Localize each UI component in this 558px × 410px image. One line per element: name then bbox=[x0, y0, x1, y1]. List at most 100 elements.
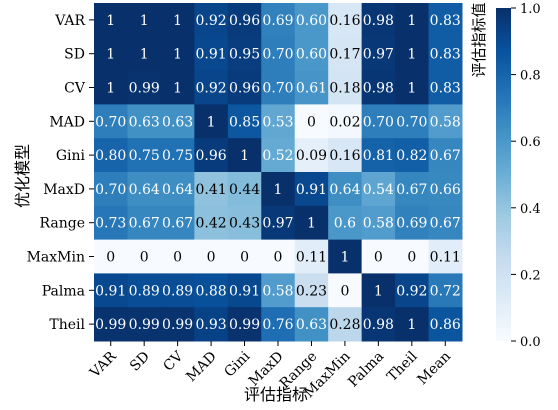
heatmap-cell bbox=[127, 70, 162, 105]
heatmap-cell bbox=[127, 172, 162, 207]
heatmap-cell bbox=[294, 36, 329, 72]
heatmap-cell bbox=[160, 36, 195, 72]
cell-value-label: 0.92 bbox=[396, 283, 427, 299]
y-tick-label: MaxD bbox=[43, 182, 85, 198]
cell-value-label: 0.11 bbox=[296, 250, 327, 266]
cell-value-label: 0.42 bbox=[196, 216, 227, 232]
cell-value-label: 0.44 bbox=[229, 182, 260, 198]
heatmap-cell bbox=[428, 3, 463, 38]
heatmap-cell bbox=[227, 307, 262, 342]
cell-value-label: 1 bbox=[240, 148, 249, 164]
cell-value-label: 0.82 bbox=[396, 148, 427, 164]
cell-value-label: 1 bbox=[173, 81, 182, 97]
heatmap-cell bbox=[261, 239, 296, 274]
heatmap-cell bbox=[127, 205, 162, 241]
y-tick-label: Theil bbox=[49, 317, 85, 333]
heatmap-cell bbox=[160, 172, 195, 207]
y-tick-label: Range bbox=[40, 216, 85, 232]
heatmap-cell bbox=[127, 239, 162, 274]
heatmap-cell bbox=[127, 273, 162, 308]
heatmap-cell bbox=[395, 104, 430, 139]
heatmap-cell bbox=[294, 3, 329, 38]
cell-value-label: 0.83 bbox=[430, 47, 461, 63]
heatmap-cell bbox=[160, 239, 195, 274]
heatmap-cell bbox=[294, 172, 329, 207]
heatmap-cell-labels: 1 1 1 0.92 0.96 0.69 0.60 0.16 0.98 1 0.831 1 1 0.91 0… bbox=[95, 13, 461, 333]
heatmap-cell bbox=[428, 172, 463, 207]
cell-value-label: 1 bbox=[106, 81, 115, 97]
cell-value-label: 0.16 bbox=[329, 13, 360, 29]
heatmap-cell bbox=[261, 104, 296, 139]
cell-value-label: 0.91 bbox=[95, 283, 126, 299]
cell-value-label: 0.67 bbox=[129, 216, 160, 232]
heatmap-cell bbox=[361, 138, 396, 173]
heatmap-cell bbox=[395, 273, 430, 308]
heatmap-cell bbox=[328, 205, 363, 241]
heatmap-cell bbox=[328, 138, 363, 173]
cell-value-label: 0.17 bbox=[329, 47, 360, 63]
colorbar-tick-label: 0.8 bbox=[520, 69, 541, 84]
colorbar-tick-label: 0.4 bbox=[520, 202, 541, 217]
colorbar-ticks: 0.0 0.2 0.4 0.6 0.8 1.0 bbox=[511, 2, 541, 350]
heatmap-cell bbox=[160, 273, 195, 308]
heatmap-cell bbox=[294, 307, 329, 342]
colorbar-label: 评估指标值 bbox=[470, 2, 488, 77]
heatmap-cell bbox=[361, 172, 396, 207]
heatmap-cell bbox=[227, 36, 262, 72]
colorbar-tick-label: 0.6 bbox=[520, 135, 541, 150]
y-tick-label: VAR bbox=[54, 13, 85, 29]
cell-value-label: 0.66 bbox=[430, 182, 461, 198]
heatmap-cell bbox=[160, 307, 195, 342]
cell-value-label: 0 bbox=[274, 250, 283, 266]
cell-value-label: 0 bbox=[307, 114, 316, 130]
x-tick-label: VAR bbox=[86, 348, 119, 381]
heatmap-cell bbox=[328, 239, 363, 274]
heatmap-cell bbox=[94, 205, 128, 241]
heatmap-cell bbox=[395, 70, 430, 105]
cell-value-label: 0.23 bbox=[296, 283, 327, 299]
cell-value-label: 0.70 bbox=[95, 114, 126, 130]
cell-value-label: 0.70 bbox=[262, 47, 293, 63]
cell-value-label: 0.99 bbox=[129, 317, 160, 333]
heatmap-cell bbox=[160, 138, 195, 173]
heatmap-cell bbox=[194, 70, 229, 105]
cell-value-label: 0.92 bbox=[196, 81, 227, 97]
x-tick-label: CV bbox=[160, 348, 187, 375]
cell-value-label: 0 bbox=[173, 250, 182, 266]
heatmap-cell bbox=[261, 273, 296, 308]
cell-value-label: 0.81 bbox=[363, 148, 394, 164]
heatmap-cell bbox=[395, 205, 430, 241]
cell-value-label: 0.93 bbox=[196, 317, 227, 333]
cell-value-label: 0.89 bbox=[162, 283, 193, 299]
cell-value-label: 0.98 bbox=[363, 13, 394, 29]
cell-value-label: 0.80 bbox=[95, 148, 126, 164]
heatmap-cell bbox=[127, 36, 162, 72]
cell-value-label: 0.54 bbox=[363, 182, 394, 198]
colorbar-tick-label: 0.2 bbox=[520, 268, 541, 283]
heatmap-cell bbox=[94, 239, 128, 274]
x-axis-title: 评估指标 bbox=[244, 385, 308, 404]
cell-value-label: 0.67 bbox=[162, 216, 193, 232]
heatmap-cell bbox=[227, 273, 262, 308]
cell-value-label: 0.69 bbox=[262, 13, 293, 29]
cell-value-label: 0.99 bbox=[129, 81, 160, 97]
heatmap-cell bbox=[428, 104, 463, 139]
cell-value-label: 0.72 bbox=[430, 283, 461, 299]
heatmap-cell bbox=[428, 138, 463, 173]
heatmap-cell bbox=[227, 70, 262, 105]
cell-value-label: 0 bbox=[140, 250, 149, 266]
cell-value-label: 0.88 bbox=[196, 283, 227, 299]
heatmap-cell bbox=[227, 239, 262, 274]
heatmap-cell bbox=[261, 205, 296, 241]
heatmap-cell bbox=[361, 239, 396, 274]
heatmap-cell bbox=[361, 205, 396, 241]
cell-value-label: 0.96 bbox=[229, 81, 260, 97]
cell-value-label: 0.97 bbox=[363, 47, 394, 63]
cell-value-label: 0.6 bbox=[334, 216, 356, 232]
heatmap-cell bbox=[194, 307, 229, 342]
cell-value-label: 0.73 bbox=[95, 216, 126, 232]
x-tick-label: Theil bbox=[384, 348, 421, 385]
cell-value-label: 0 bbox=[240, 250, 249, 266]
heatmap-cell bbox=[94, 138, 128, 173]
heatmap-cell bbox=[361, 104, 396, 139]
